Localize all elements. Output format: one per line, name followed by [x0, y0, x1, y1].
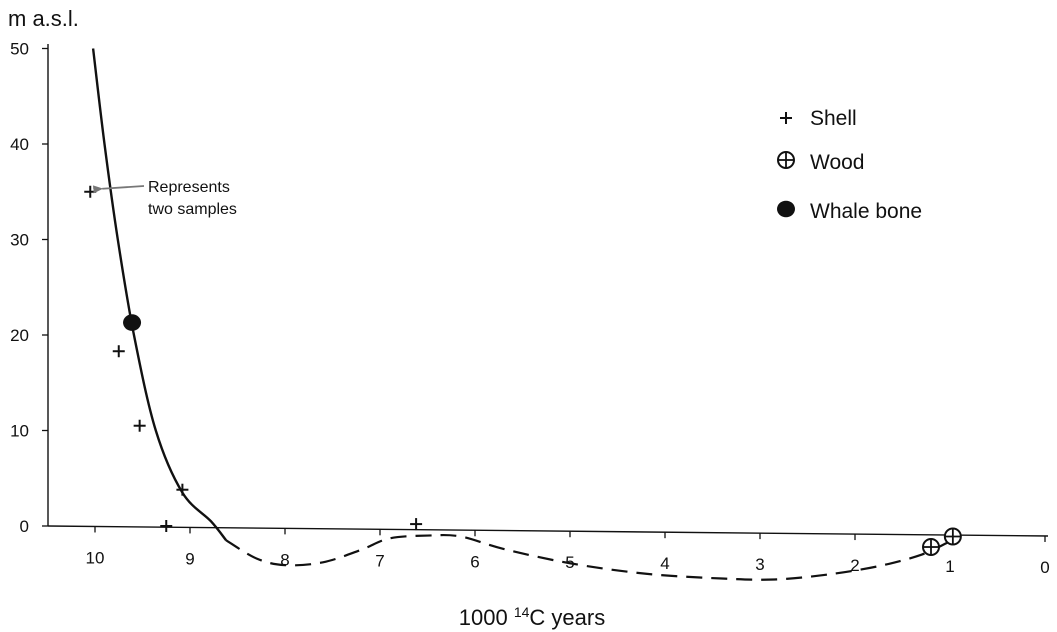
sea-level-curve-dashed	[225, 533, 951, 581]
x-tick-label: 8	[280, 550, 289, 569]
x-tick-label: 4	[660, 554, 669, 573]
annotation-arrow	[93, 185, 145, 194]
shell-point	[410, 518, 423, 531]
legend-label: Wood	[810, 151, 864, 174]
x-tick-label: 10	[86, 548, 105, 567]
x-axis-label-prefix: 1000	[459, 605, 514, 630]
x-axis	[47, 525, 1049, 537]
y-tick-label: 50	[10, 40, 29, 59]
y-tick-label: 0	[20, 517, 29, 536]
x-tick-label: 6	[470, 552, 479, 571]
y-axis-label: m a.s.l.	[8, 6, 79, 31]
x-axis-label-superscript: 14	[514, 604, 530, 620]
legend-label: Whale bone	[810, 200, 922, 223]
y-tick-label: 30	[10, 231, 29, 250]
annotation: Represents two samples	[93, 179, 237, 218]
data-markers	[84, 185, 962, 557]
wood-point	[943, 527, 962, 546]
annotation-text-line: Represents	[148, 179, 230, 196]
x-tick-label: 1	[945, 557, 954, 576]
whale-bone-point	[123, 314, 142, 331]
y-tick-label: 20	[10, 326, 29, 345]
trend-curves	[91, 48, 951, 581]
sea-level-curve-solid	[91, 48, 228, 542]
annotation-text-line: two samples	[148, 201, 237, 218]
y-ticks: 0 10 20 30 40 50	[10, 40, 48, 536]
x-axis-label-suffix: C years	[529, 605, 605, 630]
y-tick-label: 40	[10, 135, 29, 154]
x-tick-label: 2	[850, 556, 859, 575]
legend-wood-marker	[777, 151, 795, 169]
x-tick-label: 7	[375, 551, 384, 570]
shell-point	[84, 185, 97, 198]
legend-label: Shell	[810, 107, 857, 130]
x-axis-line	[47, 525, 1049, 537]
shell-point	[160, 520, 173, 532]
shell-point	[112, 345, 125, 358]
legend-whale-bone-marker	[777, 200, 795, 218]
x-tick-label: 3	[755, 555, 764, 574]
legend: Shell Wood Whale bone	[777, 107, 922, 223]
x-tick-label: 0	[1040, 558, 1049, 577]
shell-point	[133, 419, 146, 432]
x-axis-label: 1000 14C years	[459, 604, 605, 630]
y-tick-label: 10	[10, 422, 29, 441]
shell-point	[176, 483, 189, 496]
x-tick-label: 9	[185, 549, 194, 568]
wood-point	[922, 538, 940, 557]
legend-shell-marker	[780, 112, 792, 124]
